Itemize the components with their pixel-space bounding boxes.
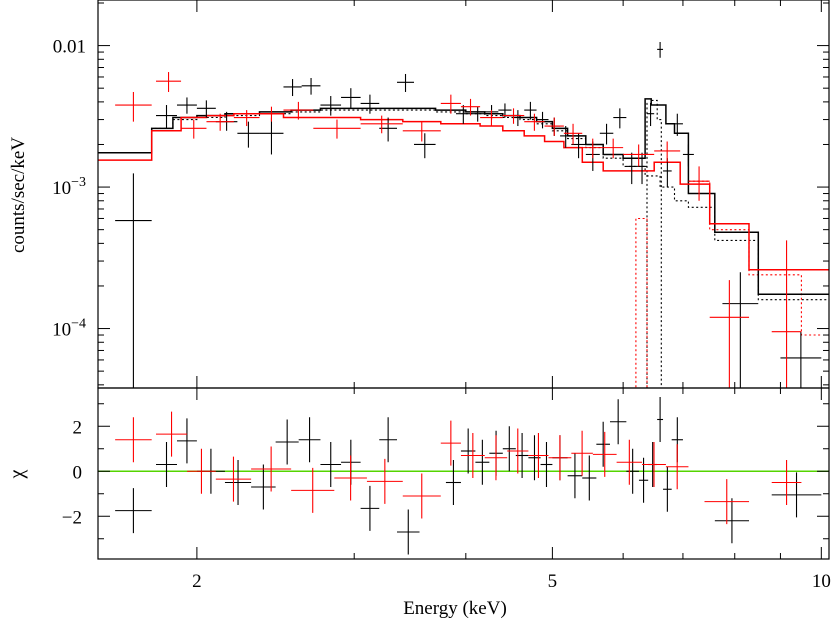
x-tick-label-5: 5: [548, 571, 558, 592]
y-tick-label-top-2: 10−4: [52, 317, 86, 341]
y-tick-label-top-1: 10−3: [52, 175, 86, 199]
model-steps: [98, 98, 829, 295]
axis-ticks: [98, 0, 829, 559]
x-axis-label: Energy (keV): [403, 598, 507, 619]
axis-tick-labels: 2 5 10 0.01 10−3 10−4 2 0 −2: [52, 37, 831, 592]
spectrum-panel-frame: [97, 0, 830, 389]
residual-panel-frame: [97, 387, 830, 560]
model-components: [98, 99, 829, 388]
continuum-black: [98, 109, 829, 301]
continuum-red-tail: [688, 180, 822, 336]
y-tick-label-top-0: 0.01: [53, 37, 86, 58]
residual-data: [115, 397, 822, 555]
y-tick-label-bot-1: 0: [73, 462, 83, 483]
x-tick-label-10: 10: [812, 571, 831, 592]
line-black: [642, 99, 666, 388]
spectrum-y-axis-label: counts/sec/keV: [8, 137, 29, 253]
line-red: [623, 217, 655, 388]
residual-y-axis-label: χ: [6, 469, 28, 479]
model-red: [98, 112, 829, 271]
y-tick-label-bot-2: −2: [62, 507, 82, 528]
x-tick-label-2: 2: [192, 571, 202, 592]
spectrum-data: [115, 42, 822, 388]
y-tick-label-bot-0: 2: [73, 417, 83, 438]
model-black: [98, 98, 829, 295]
